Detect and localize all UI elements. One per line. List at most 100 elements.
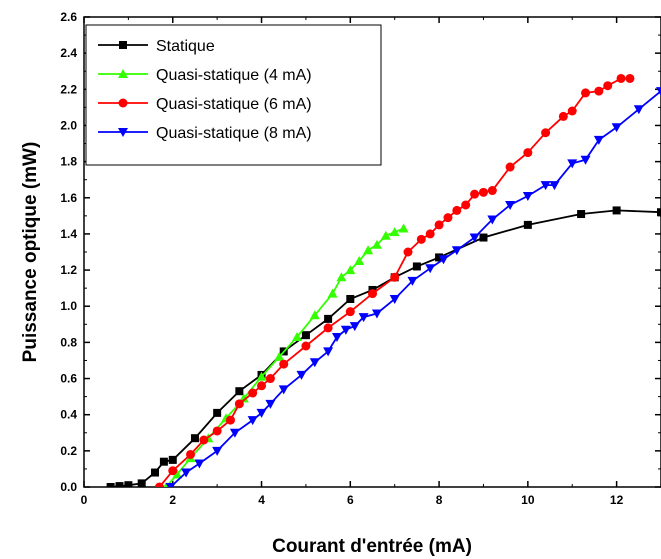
legend-marker	[118, 69, 128, 78]
data-point	[309, 358, 320, 368]
legend-frame	[85, 24, 382, 166]
y-tick-label: 0.4	[60, 408, 77, 422]
legend-marker	[118, 128, 128, 137]
data-point	[234, 399, 244, 409]
x-tick-label: 0	[81, 493, 88, 507]
data-point	[523, 148, 533, 158]
data-point	[235, 387, 244, 396]
legend-marker	[118, 98, 128, 108]
data-point	[438, 255, 449, 265]
data-point	[354, 256, 365, 266]
data-point	[549, 181, 560, 191]
legend-marker	[119, 41, 127, 49]
data-point	[213, 408, 222, 417]
data-point	[212, 446, 223, 456]
data-point	[389, 227, 400, 237]
y-tick-label: 2.4	[60, 46, 77, 60]
x-tick-label: 8	[436, 493, 443, 507]
data-point	[345, 307, 355, 317]
data-point	[137, 479, 146, 487]
data-point	[212, 426, 222, 436]
data-point	[154, 482, 164, 487]
data-point	[390, 272, 400, 282]
legend-item: Quasi-statique (8 mA)	[98, 125, 312, 142]
data-point	[265, 374, 275, 384]
data-point	[301, 341, 311, 351]
y-tick-label: 0.8	[60, 335, 77, 349]
data-point	[541, 128, 551, 138]
y-axis-title: Puissance optique (mW)	[20, 142, 41, 363]
data-point	[115, 482, 124, 487]
y-tick-label: 2.0	[60, 118, 77, 132]
data-point	[124, 481, 133, 487]
series-4	[165, 87, 661, 487]
data-point	[581, 88, 591, 98]
x-tick-label: 12	[610, 493, 624, 507]
y-tick-label: 0.2	[60, 444, 77, 458]
data-point	[612, 206, 621, 215]
y-tick-label: 1.2	[60, 263, 77, 277]
y-tick-label: 1.6	[60, 191, 77, 205]
data-point	[323, 347, 334, 357]
data-point	[657, 208, 661, 217]
x-tick-label: 4	[258, 493, 265, 507]
data-point	[190, 434, 199, 443]
data-point	[416, 234, 426, 244]
data-point	[435, 253, 444, 262]
data-point	[106, 483, 115, 487]
data-point	[577, 210, 586, 219]
data-point	[368, 289, 377, 299]
data-point	[323, 323, 333, 333]
data-point	[229, 428, 240, 438]
data-point	[358, 313, 369, 323]
data-point	[656, 87, 661, 97]
data-point	[380, 230, 391, 240]
data-point	[567, 159, 578, 169]
data-point	[172, 469, 183, 479]
data-point	[625, 73, 635, 83]
data-point	[274, 351, 285, 361]
data-point	[165, 483, 176, 487]
data-point	[425, 264, 436, 274]
data-point	[186, 449, 196, 459]
data-point	[580, 155, 591, 165]
y-tick-label: 2.6	[60, 10, 77, 24]
data-point	[151, 468, 160, 477]
y-tick-label: 0.0	[60, 480, 77, 494]
data-point	[469, 233, 480, 243]
data-point	[611, 123, 622, 133]
data-point	[443, 213, 453, 223]
data-point	[633, 105, 644, 115]
legend-item: Quasi-statique (6 mA)	[98, 96, 312, 113]
data-point	[505, 162, 515, 172]
data-point	[452, 205, 462, 215]
data-point	[331, 332, 342, 342]
data-point	[257, 381, 267, 391]
data-point	[301, 331, 310, 340]
data-point	[159, 457, 168, 466]
data-point	[398, 223, 409, 233]
data-point	[522, 191, 533, 201]
data-point	[327, 288, 338, 298]
series-layer	[106, 73, 661, 487]
data-point	[346, 295, 355, 303]
data-point	[478, 187, 488, 197]
data-point	[403, 247, 413, 257]
data-point	[324, 314, 333, 323]
data-point	[256, 371, 267, 381]
data-point	[194, 459, 205, 469]
data-point	[345, 265, 356, 275]
data-point	[371, 239, 382, 249]
data-point	[425, 229, 435, 239]
data-point	[248, 388, 258, 398]
data-point	[567, 106, 577, 116]
x-tick-label: 6	[347, 493, 354, 507]
data-point	[278, 385, 289, 395]
data-point	[265, 399, 276, 409]
x-tick-label: 10	[521, 493, 535, 507]
data-point	[292, 331, 303, 341]
data-point	[247, 416, 258, 426]
data-point	[309, 310, 320, 320]
data-point	[487, 186, 497, 196]
